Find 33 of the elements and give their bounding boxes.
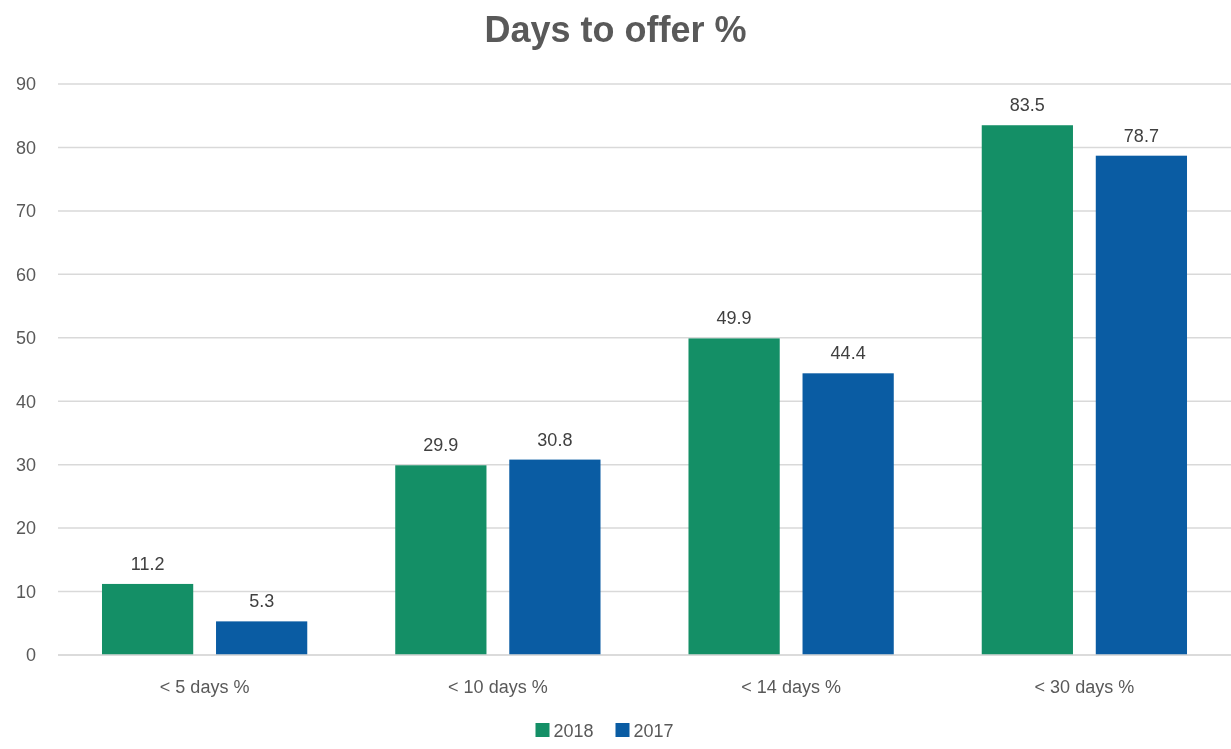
chart-title: Days to offer % — [484, 9, 747, 50]
bar — [981, 125, 1073, 655]
x-tick-label: < 30 days % — [1034, 677, 1135, 697]
bar — [216, 621, 308, 655]
y-tick-label: 30 — [15, 454, 36, 475]
data-label: 11.2 — [130, 553, 165, 574]
y-tick-label: 40 — [15, 391, 36, 412]
x-tick-label: < 14 days % — [741, 677, 841, 697]
y-tick-label: 10 — [15, 581, 36, 602]
y-tick-label: 90 — [15, 74, 36, 95]
bar — [395, 465, 487, 655]
bar — [1095, 155, 1188, 655]
data-label: 44.4 — [830, 343, 866, 364]
y-tick-label: 80 — [15, 137, 36, 158]
data-label: 49.9 — [716, 308, 752, 329]
bar — [101, 583, 194, 655]
y-tick-label: 50 — [15, 328, 36, 349]
y-tick-label: 20 — [15, 518, 36, 539]
legend-label: 2017 — [633, 721, 674, 741]
bar — [688, 338, 780, 655]
y-tick-label: 60 — [15, 264, 36, 285]
data-label: 78.7 — [1123, 125, 1159, 146]
x-tick-label: < 10 days % — [448, 677, 548, 697]
data-label: 83.5 — [1009, 95, 1045, 116]
data-label: 30.8 — [537, 429, 573, 450]
y-tick-label: 70 — [15, 201, 36, 222]
data-label: 29.9 — [423, 435, 459, 456]
y-tick-label: 0 — [25, 645, 36, 666]
bar — [509, 459, 601, 655]
data-label: 5.3 — [249, 591, 275, 612]
x-tick-label: < 5 days % — [159, 677, 250, 697]
legend-label: 2018 — [553, 721, 594, 741]
bar — [802, 373, 894, 655]
